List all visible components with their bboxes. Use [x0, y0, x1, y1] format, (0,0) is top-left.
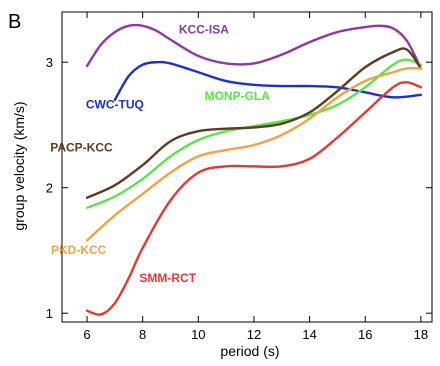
- plot-frame: [61, 11, 433, 323]
- y-tick-label: 3: [46, 55, 53, 70]
- y-tick-label: 2: [46, 181, 53, 196]
- series-line-cwc-tuq: [113, 60, 423, 102]
- series-label-pkd-kcc: PKD-KCC: [51, 243, 107, 257]
- panel-letter: B: [8, 11, 21, 33]
- series-label-cwc-tuq: CWC-TUQ: [86, 98, 144, 112]
- x-tick-label: 18: [414, 327, 428, 342]
- x-tick-label: 16: [358, 327, 372, 342]
- series-label-monp-gla: MONP-GLA: [205, 89, 271, 103]
- x-tick-label: 14: [302, 327, 316, 342]
- x-tick-label: 8: [139, 327, 146, 342]
- x-axis-ticks: 6 8 10 12 14 16 18: [83, 12, 428, 342]
- x-axis-label: period (s): [220, 343, 279, 359]
- series-line-pkd-kcc: [85, 67, 423, 242]
- series-line-kcc-isa: [85, 23, 423, 70]
- x-tick-label: 12: [247, 327, 261, 342]
- series-label-smm-rct: SMM-RCT: [139, 271, 196, 285]
- series-label-pacp-kcc: PACP-KCC: [50, 140, 113, 154]
- series-line-smm-rct: [85, 81, 423, 316]
- series-line-pacp-kcc: [85, 47, 423, 199]
- y-axis-label: group velocity (km/s): [11, 101, 27, 230]
- series-line-monp-gla: [85, 58, 423, 209]
- series-curves: [85, 23, 423, 316]
- y-tick-label: 1: [46, 306, 53, 321]
- series-labels: KCC-ISA CWC-TUQ MONP-GLA PACP-KCC PKD-KCC SMM…: [50, 22, 270, 285]
- x-tick-label: 10: [191, 327, 205, 342]
- x-tick-label: 6: [83, 327, 90, 342]
- y-axis-ticks: 1 2 3: [46, 55, 432, 321]
- series-label-kcc-isa: KCC-ISA: [179, 22, 229, 36]
